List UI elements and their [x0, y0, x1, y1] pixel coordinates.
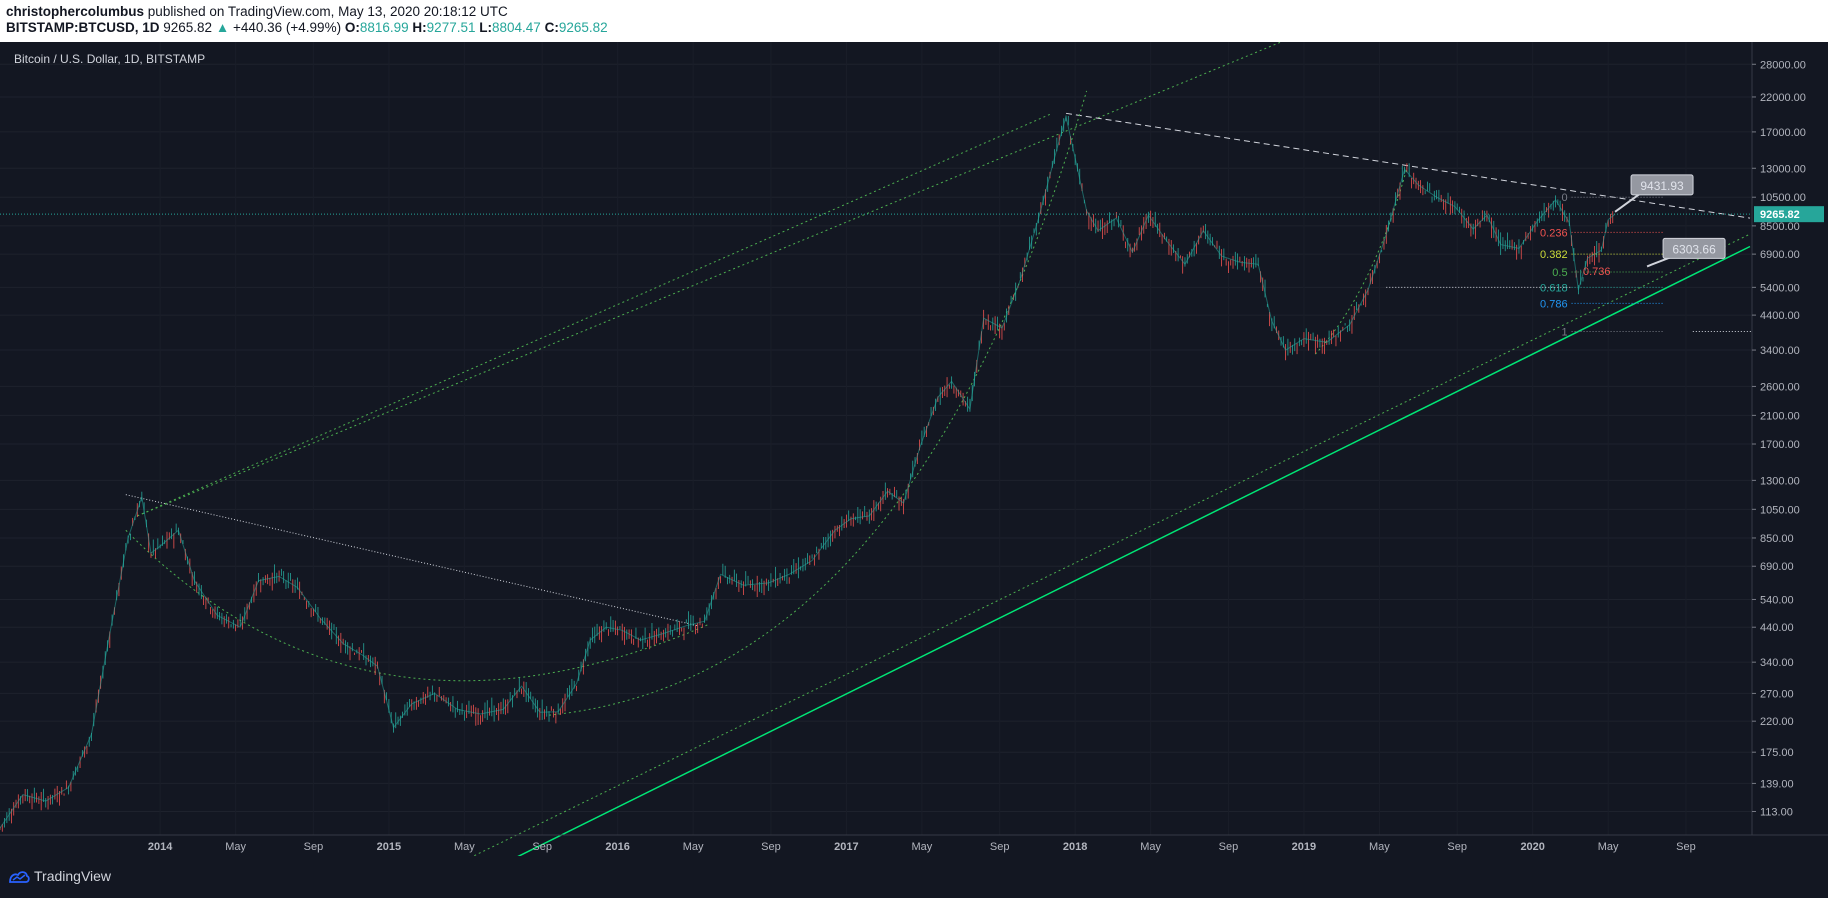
y-tick-label: 2600.00 [1760, 381, 1800, 393]
x-tick-label: Sep [532, 841, 552, 853]
grid [0, 42, 1752, 835]
y-tick-label: 1050.00 [1760, 504, 1800, 516]
fib-level-label: 1 [1561, 326, 1567, 338]
x-tick-label: 2014 [148, 841, 173, 853]
price-callout-box [1630, 174, 1694, 196]
x-tick-label: 2016 [605, 841, 629, 853]
chart-area[interactable]: 0 0.236 0.382 0.5 0.618 0.786 1 0.736 9431.93 630… [0, 42, 1828, 856]
price-series [0, 115, 1616, 832]
last-price-badge [1754, 206, 1824, 223]
x-tick-label: May [454, 841, 475, 853]
high-label: H: [412, 20, 427, 35]
x-tick-label: Sep [990, 841, 1010, 853]
trendline [1065, 112, 1751, 219]
y-tick-label: 1300.00 [1760, 475, 1800, 487]
fib-level-label: 0.5 [1552, 267, 1567, 279]
publish-info: published on TradingView.com, May 13, 20… [147, 4, 508, 19]
price-line [0, 116, 1616, 829]
close-value: 9265.82 [558, 20, 608, 35]
x-tick-label: May [225, 841, 246, 853]
price-callout-label: 9431.93 [1640, 179, 1684, 193]
y-tick-label: 8500.00 [1760, 221, 1800, 233]
x-tick-label: 2019 [1292, 841, 1316, 853]
y-tick-label: 3400.00 [1760, 345, 1800, 357]
y-tick-label: 28000.00 [1760, 59, 1806, 71]
price-chart[interactable]: 0 0.236 0.382 0.5 0.618 0.786 1 0.736 9431.93 630… [0, 42, 1828, 856]
y-tick-label: 1700.00 [1760, 439, 1800, 451]
y-tick-label: 175.00 [1760, 747, 1794, 759]
y-tick-label: 440.00 [1760, 622, 1794, 634]
publish-line: christophercolumbus published on Trading… [6, 4, 508, 19]
fib-level-label: 0.236 [1540, 227, 1568, 239]
x-tick-label: Sep [1676, 841, 1696, 853]
y-tick-label: 6900.00 [1760, 249, 1800, 261]
y-tick-label: 540.00 [1760, 594, 1794, 606]
x-tick-label: 2017 [834, 841, 858, 853]
trendline [137, 42, 1282, 517]
high-value: 9277.51 [426, 20, 476, 35]
close-label: C: [544, 20, 559, 35]
chart-header: christophercolumbus published on Trading… [0, 0, 1828, 42]
brand-name[interactable]: TradingView [34, 868, 112, 884]
fib-extension-label: 0.736 [1583, 266, 1611, 278]
y-tick-label: 5400.00 [1760, 282, 1800, 294]
open-value: 8816.99 [359, 20, 409, 35]
x-tick-label: 2020 [1520, 841, 1544, 853]
open-label: O: [344, 20, 360, 35]
y-tick-label: 10500.00 [1760, 192, 1806, 204]
x-tick-label: May [1140, 841, 1161, 853]
y-tick-label: 139.00 [1760, 778, 1794, 790]
low-value: 8804.47 [492, 20, 541, 35]
y-tick-label: 220.00 [1760, 716, 1794, 728]
x-tick-label: May [1598, 841, 1619, 853]
x-tick-label: 2018 [1063, 841, 1087, 853]
footer: TradingView [0, 856, 1828, 898]
y-tick-label: 850.00 [1760, 533, 1794, 545]
ohlc-line: BITSTAMP:BTCUSD, 1D 9265.82 ▲ +440.36 (+… [6, 20, 608, 35]
last-price-label: 9265.82 [1760, 209, 1800, 221]
fib-level-label: 0 [1561, 192, 1567, 204]
tradingview-logo-icon [9, 871, 30, 883]
x-tick-label: May [683, 841, 704, 853]
y-tick-label: 4400.00 [1760, 310, 1800, 322]
x-tick-label: Sep [304, 841, 324, 853]
price-callout-box [1662, 237, 1726, 259]
y-tick-label: 270.00 [1760, 688, 1794, 700]
last-price: 9265.82 [163, 20, 213, 35]
up-arrow-icon: ▲ [215, 20, 230, 35]
y-tick-label: 690.00 [1760, 561, 1794, 573]
price-callout-label: 6303.66 [1672, 242, 1716, 256]
fib-retracement: 0 0.236 0.382 0.5 0.618 0.786 1 0.736 9431.93 630… [1386, 174, 1752, 338]
x-tick-label: Sep [1219, 841, 1239, 853]
parabolic-curve [548, 90, 1088, 716]
low-label: L: [479, 20, 492, 35]
y-tick-label: 17000.00 [1760, 127, 1806, 139]
chart-background [0, 42, 1828, 856]
x-tick-label: May [912, 841, 933, 853]
y-tick-label: 340.00 [1760, 657, 1794, 669]
author-name[interactable]: christophercolumbus [6, 4, 145, 19]
trendline [137, 112, 1053, 517]
price-axis-background [1752, 42, 1828, 856]
fib-level-label: 0.786 [1540, 298, 1568, 310]
trendline [517, 245, 1751, 856]
axes: 28000.00 22000.00 17000.00 13000.00 10500.00… [0, 42, 1828, 856]
x-tick-label: Sep [1447, 841, 1467, 853]
fib-level-label: 0.382 [1540, 249, 1568, 261]
y-tick-label: 2100.00 [1760, 410, 1800, 422]
x-tick-label: 2015 [377, 841, 401, 853]
symbol-label[interactable]: BITSTAMP:BTCUSD, 1D [6, 20, 160, 35]
trendline [472, 233, 1751, 856]
fib-level-label: 0.618 [1540, 282, 1568, 294]
x-tick-label: Sep [761, 841, 781, 853]
y-tick-label: 113.00 [1760, 806, 1793, 818]
y-tick-label: 13000.00 [1760, 163, 1806, 175]
y-tick-label: 22000.00 [1760, 92, 1806, 104]
x-tick-label: May [1369, 841, 1390, 853]
callout-pointer [1614, 192, 1642, 213]
price-change: +440.36 (+4.99%) [232, 20, 342, 35]
chart-title: Bitcoin / U.S. Dollar, 1D, BITSTAMP [14, 52, 205, 66]
